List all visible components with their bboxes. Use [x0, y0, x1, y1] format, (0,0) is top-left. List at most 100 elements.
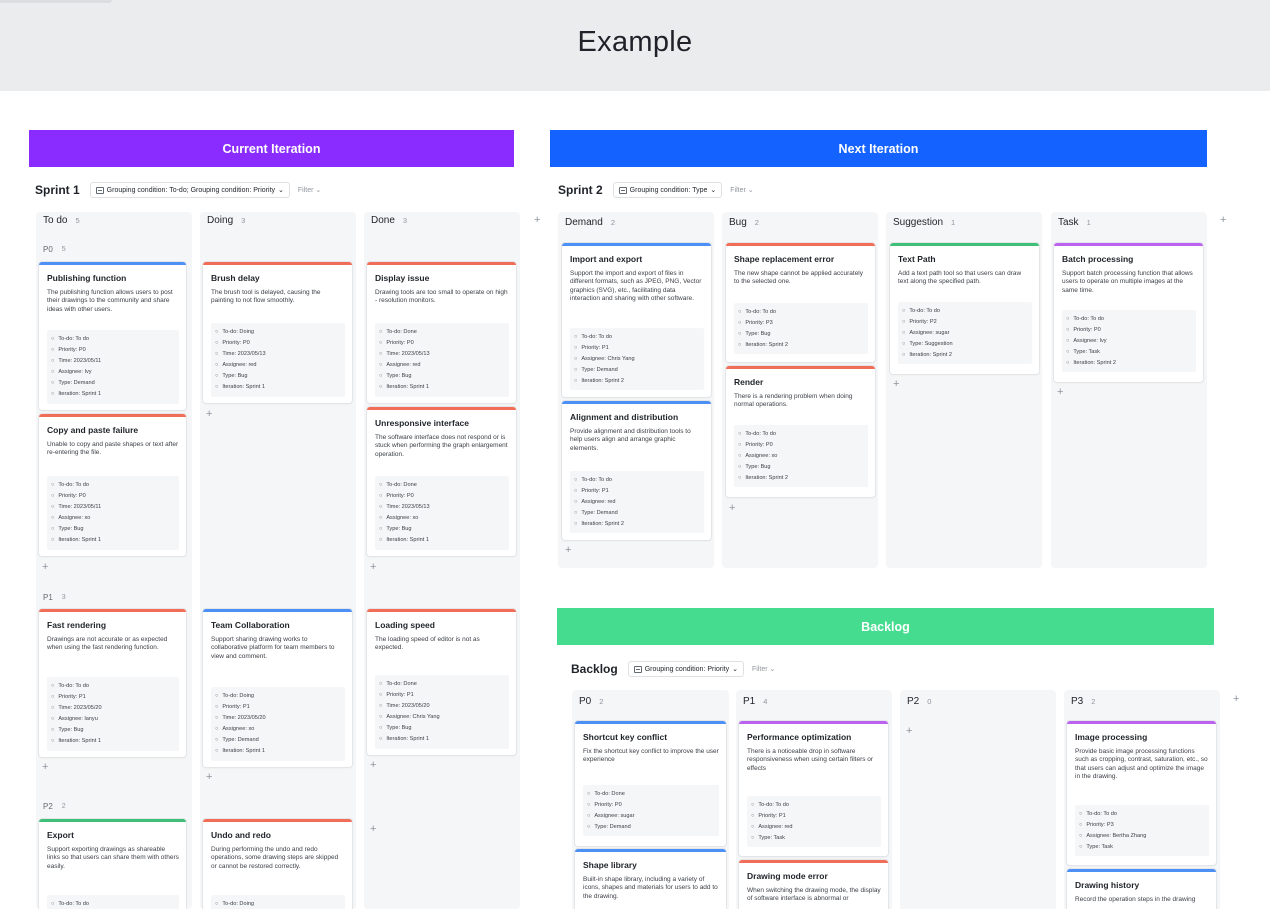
card-description: The new shape cannot be applied accurate… [734, 270, 864, 286]
card-performance-optimization[interactable]: Performance optimization There is a noti… [739, 721, 888, 856]
column-label: P2 [907, 695, 920, 707]
column-count: 2 [610, 217, 615, 227]
card-property: Type: Demand [587, 822, 715, 833]
filter-button[interactable]: Filter ⌄ [297, 187, 322, 194]
add-card-button[interactable]: + [370, 823, 377, 835]
card-property: Time: 2023/05/11 [51, 502, 175, 513]
grouping-condition-button[interactable]: Grouping condition: To-do; Grouping cond… [89, 182, 290, 198]
card-property: Priority: P1 [215, 702, 341, 713]
filter-button[interactable]: Filter ⌄ [752, 666, 776, 673]
card-image-processing[interactable]: Image processing Provide basic image pro… [1067, 721, 1216, 865]
card-unresponsive-interface[interactable]: Unresponsive interface The software inte… [367, 407, 516, 556]
card-properties: To-do: Done Priority: P0 Time: 2023/05/1… [375, 323, 509, 397]
card-property: Priority: P0 [51, 345, 175, 356]
card-import-and-export[interactable]: Import and export Support the import and… [562, 243, 711, 397]
group-count: 3 [61, 593, 66, 601]
add-card-button[interactable]: + [729, 502, 736, 514]
card-copy-and-paste-failure[interactable]: Copy and paste failure Unable to copy an… [39, 414, 186, 556]
grouping-condition-button[interactable]: Grouping condition: Type ⌄ [612, 182, 723, 198]
card-property: Assignee: xo [379, 513, 505, 524]
grouping-condition-label: Grouping condition: Priority [644, 665, 730, 673]
card-alignment-and-distribution[interactable]: Alignment and distribution Provide align… [562, 401, 711, 540]
group-count: 5 [61, 245, 66, 253]
card-undo-and-redo[interactable]: Undo and redo During performing the undo… [203, 819, 352, 909]
add-card-button[interactable]: + [906, 725, 913, 737]
card-property: Priority: P0 [379, 491, 505, 502]
card-title: Undo and redo [211, 830, 271, 840]
card-property: Assignee: red [574, 497, 700, 508]
card-batch-processing[interactable]: Batch processing Support batch processin… [1054, 243, 1203, 382]
card-description: Drawing tools are too small to operate o… [375, 289, 508, 305]
add-card-button[interactable]: + [370, 759, 377, 771]
card-shape-library[interactable]: Shape library Built-in shape library, in… [575, 849, 726, 909]
column-header-demand: Demand 2 [565, 212, 615, 232]
card-text-path[interactable]: Text Path Add a text path tool so that u… [890, 243, 1039, 374]
card-properties: To-do: To do Priority: P1 Time: 2023/05/… [47, 677, 179, 751]
group-header-p2[interactable]: P2 2 [43, 799, 66, 813]
card-description: Support sharing drawing works to collabo… [211, 636, 335, 660]
card-drawing-mode-error[interactable]: Drawing mode error When switching the dr… [739, 860, 888, 909]
add-card-button[interactable]: + [1057, 386, 1064, 398]
card-property: Priority: P0 [1066, 325, 1192, 336]
card-properties: To-do: To do Priority: P0 Assignee: xo T… [734, 425, 868, 488]
column-count: 5 [75, 215, 80, 225]
filter-label: Filter [297, 187, 314, 194]
column-header-p1: P1 4 [743, 691, 767, 711]
card-property: Type: Bug [379, 723, 505, 734]
card-property: Assignee: xo [215, 724, 341, 735]
card-property: Priority: P1 [574, 343, 700, 354]
card-property: Iteration: Sprint 1 [51, 389, 175, 400]
column-count: 2 [599, 696, 604, 706]
card-property: Iteration: Sprint 1 [379, 382, 505, 393]
card-property: To-do: To do [51, 480, 175, 491]
card-properties: To-do: To do Priority: P0 Time: 2023/05/… [47, 476, 179, 550]
grouping-icon [618, 186, 627, 194]
group-count: 2 [61, 802, 66, 810]
card-property: Iteration: Sprint 2 [902, 350, 1028, 361]
card-title: Image processing [1075, 732, 1148, 742]
card-shape-replacement-error[interactable]: Shape replacement error The new shape ca… [726, 243, 875, 362]
card-render[interactable]: Render There is a rendering problem when… [726, 366, 875, 497]
grouping-condition-button[interactable]: Grouping condition: Priority ⌄ [627, 661, 744, 677]
column-label: P3 [1071, 695, 1084, 707]
banner-backlog: Backlog [557, 608, 1214, 645]
card-properties: To-do: Doing [211, 895, 345, 909]
card-description: Provide basic image processing functions… [1075, 748, 1208, 781]
card-property: Type: Bug [215, 371, 341, 382]
group-header-p1[interactable]: P1 3 [43, 590, 66, 604]
card-publishing-function[interactable]: Publishing function The publishing funct… [39, 262, 186, 410]
add-card-button[interactable]: + [42, 761, 49, 773]
filter-label: Filter [730, 187, 746, 194]
filter-button[interactable]: Filter ⌄ [730, 187, 754, 194]
add-card-button[interactable]: + [370, 561, 377, 573]
card-color-bar [575, 721, 726, 724]
card-property: To-do: To do [1079, 809, 1205, 820]
card-drawing-history[interactable]: Drawing history Record the operation ste… [1067, 869, 1216, 909]
add-card-button[interactable]: + [206, 408, 213, 420]
chevron-down-icon: ⌄ [278, 187, 284, 194]
add-card-button[interactable]: + [565, 544, 572, 556]
card-color-bar [890, 243, 1039, 246]
card-fast-rendering[interactable]: Fast rendering Drawings are not accurate… [39, 609, 186, 757]
card-export[interactable]: Export Support exporting drawings as sha… [39, 819, 186, 909]
add-column-button[interactable]: + [1233, 693, 1240, 705]
card-brush-delay[interactable]: Brush delay The brush tool is delayed, c… [203, 262, 352, 403]
chevron-down-icon: ⌄ [732, 666, 738, 673]
group-label: P1 [43, 592, 53, 602]
card-property: Priority: P0 [215, 338, 341, 349]
card-team-collaboration[interactable]: Team Collaboration Support sharing drawi… [203, 609, 352, 767]
card-property: Time: 2023/05/20 [215, 713, 341, 724]
card-loading-speed[interactable]: Loading speed The loading speed of edito… [367, 609, 516, 755]
group-header-p0[interactable]: P0 5 [43, 242, 66, 256]
card-property: Priority: P1 [51, 692, 175, 703]
add-card-button[interactable]: + [206, 771, 213, 783]
add-column-button[interactable]: + [534, 214, 541, 226]
grouping-condition-label: Grouping condition: Type [629, 186, 708, 194]
card-display-issue[interactable]: Display issue Drawing tools are too smal… [367, 262, 516, 403]
add-card-button[interactable]: + [42, 561, 49, 573]
add-column-button[interactable]: + [1220, 214, 1227, 226]
add-card-button[interactable]: + [893, 378, 900, 390]
card-description: Record the operation steps in the drawin… [1075, 896, 1196, 903]
card-shortcut-key-conflict[interactable]: Shortcut key conflict Fix the shortcut k… [575, 721, 726, 846]
card-property: Iteration: Sprint 2 [574, 519, 700, 530]
